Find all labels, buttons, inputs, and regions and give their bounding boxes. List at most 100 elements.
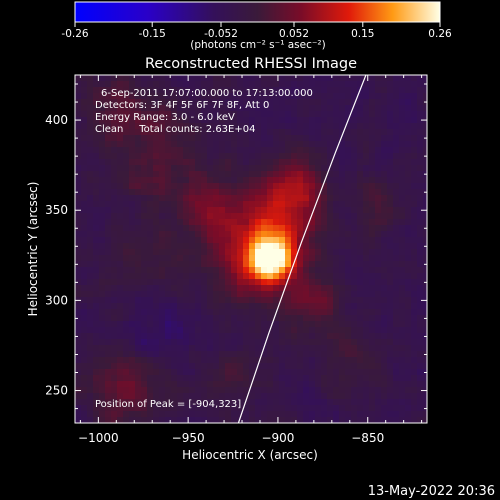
heatmap-cell [327,189,334,196]
heatmap-cell [351,387,358,394]
heatmap-cell [363,375,370,382]
heatmap-cell [123,243,130,250]
heatmap-cell [417,201,424,208]
heatmap-cell [153,393,160,400]
heatmap-cell [321,159,328,166]
heatmap-cell [105,321,112,328]
heatmap-cell [237,105,244,112]
heatmap-cell [261,225,268,232]
heatmap-cell [177,99,184,106]
heatmap-cell [297,387,304,394]
annotation-clean-counts: Clean Total counts: 2.63E+04 [95,124,255,135]
heatmap-cell [75,189,82,196]
heatmap-cell [219,291,226,298]
heatmap-cell [249,369,256,376]
heatmap-cell [261,267,268,274]
heatmap-cell [303,417,310,423]
heatmap-cell [183,285,190,292]
heatmap-cell [267,141,274,148]
heatmap-cell [273,93,280,100]
heatmap-cell [369,357,376,364]
heatmap-cell [351,393,358,400]
heatmap-cell [123,393,130,400]
heatmap-cell [201,183,208,190]
heatmap-cell [99,165,106,172]
heatmap-cell [147,105,154,112]
heatmap-cell [279,129,286,136]
heatmap-cell [297,117,304,124]
heatmap-cell [99,255,106,262]
heatmap-cell [327,369,334,376]
heatmap-cell [369,147,376,154]
heatmap-cell [201,369,208,376]
heatmap-cell [303,99,310,106]
heatmap-cell [135,249,142,256]
heatmap-cell [381,105,388,112]
heatmap-cell [87,285,94,292]
heatmap-cell [405,183,412,190]
heatmap-cell [411,201,418,208]
heatmap-cell [417,249,424,256]
heatmap-cell [357,249,364,256]
heatmap-cell [213,333,220,340]
heatmap-cell [279,213,286,220]
heatmap-cell [219,387,226,394]
heatmap-cell [291,141,298,148]
heatmap-cell [363,147,370,154]
heatmap-cell [177,171,184,178]
heatmap-cell [213,309,220,316]
heatmap-cell [231,75,238,82]
heatmap-cell [327,237,334,244]
heatmap-cell [297,291,304,298]
heatmap-cell [279,363,286,370]
heatmap-cell [381,213,388,220]
heatmap-cell [159,405,166,412]
heatmap-cell [219,273,226,280]
heatmap-cell [75,75,82,82]
heatmap-cell [93,273,100,280]
heatmap-cell [129,381,136,388]
heatmap-cell [81,105,88,112]
heatmap-cell [135,147,142,154]
heatmap-cell [123,321,130,328]
heatmap-cell [183,267,190,274]
heatmap-cell [399,339,406,346]
heatmap-cell [93,393,100,400]
heatmap-cell [111,237,118,244]
heatmap-cell [111,315,118,322]
heatmap-cell [363,207,370,214]
heatmap-cell [255,111,262,118]
heatmap-cell [387,237,394,244]
heatmap-cell [225,327,232,334]
heatmap-cell [273,381,280,388]
heatmap-cell [411,333,418,340]
heatmap-cell [423,285,427,292]
heatmap-cell [231,303,238,310]
heatmap-cell [303,75,310,82]
heatmap-cell [243,393,250,400]
heatmap-cell [375,393,382,400]
heatmap-cell [195,345,202,352]
heatmap-cell [87,321,94,328]
heatmap-cell [267,381,274,388]
heatmap-cell [375,405,382,412]
heatmap-cell [225,183,232,190]
heatmap-cell [387,369,394,376]
heatmap-cell [411,339,418,346]
heatmap-cell [207,333,214,340]
heatmap-cell [327,213,334,220]
heatmap-cell [189,105,196,112]
heatmap-cell [183,129,190,136]
heatmap-cell [303,153,310,160]
heatmap-cell [165,345,172,352]
heatmap-cell [105,303,112,310]
heatmap-cell [303,309,310,316]
heatmap-cell [117,291,124,298]
heatmap-cell [219,279,226,286]
heatmap-cell [381,345,388,352]
heatmap-cell [75,111,82,118]
heatmap-cell [171,135,178,142]
heatmap-cell [105,417,112,423]
heatmap-cell [117,129,124,136]
heatmap-cell [129,213,136,220]
